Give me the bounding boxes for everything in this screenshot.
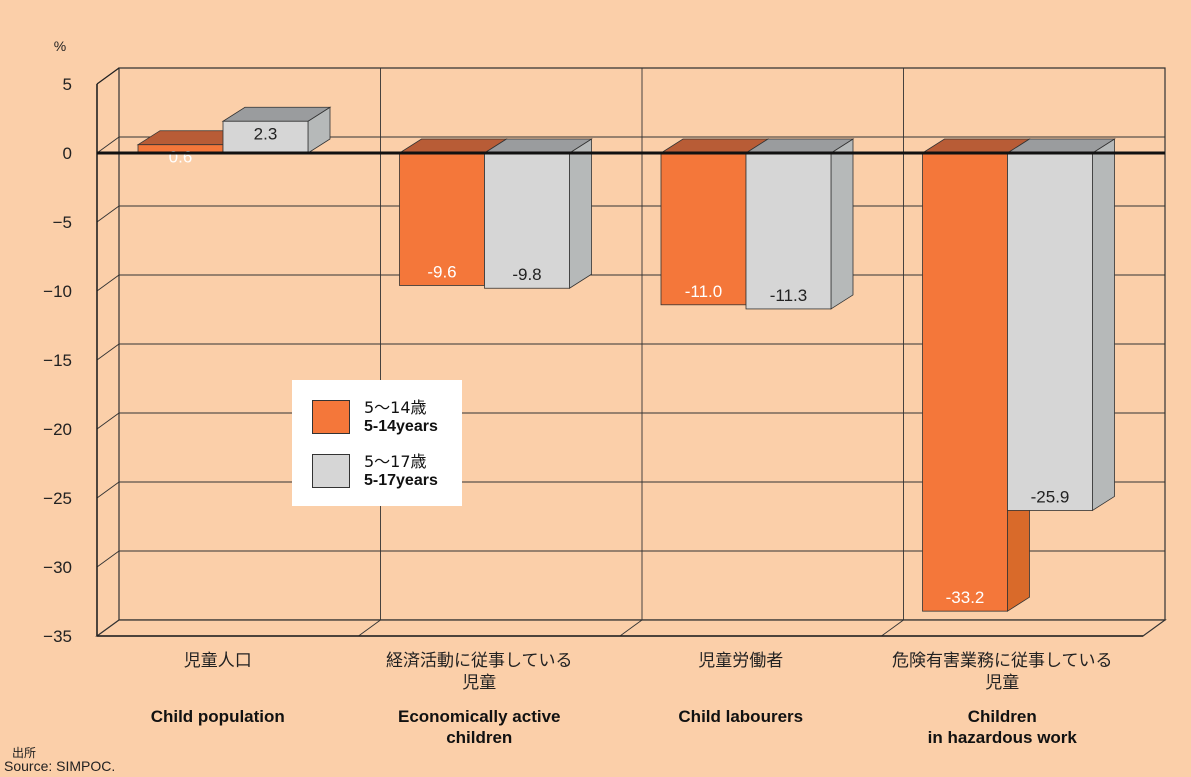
bar-value-label: -9.8 — [512, 265, 541, 284]
gridline-side — [96, 343, 120, 361]
category-label-jp: 危険有害業務に従事している 児童 — [892, 651, 1113, 693]
y-tick-label: 0 — [63, 144, 72, 163]
bar-value-label: -11.0 — [685, 282, 723, 301]
category-separator-floor — [358, 619, 381, 637]
y-tick-label: −35 — [43, 627, 72, 646]
y-axis-unit: % — [54, 38, 66, 54]
bar-side — [569, 138, 592, 289]
y-axis-top-edge — [96, 67, 120, 85]
bar-value-label: 0.6 — [169, 148, 193, 167]
legend-item-5-14: 5～14歳 5-14years — [312, 398, 438, 436]
category-label-jp: 児童人口 — [183, 651, 252, 671]
bar-value-label: -11.3 — [770, 286, 808, 305]
bar-value-label: -25.9 — [1031, 487, 1070, 506]
bar-value-label: -33.2 — [946, 588, 985, 607]
legend: 5～14歳 5-14years 5～17歳 5-17years — [292, 380, 462, 506]
category-label-jp: 児童労働者 — [698, 651, 784, 671]
gridline-side — [96, 274, 120, 292]
gridline-side — [96, 550, 120, 568]
bar — [922, 152, 1008, 612]
y-tick-label: −20 — [43, 420, 72, 439]
y-tick-label: −10 — [43, 282, 72, 301]
category-label-en: Child population — [150, 707, 285, 726]
category-separator-floor — [881, 619, 904, 637]
category-label-en: Economically active children — [397, 707, 561, 747]
bar-side — [830, 138, 854, 310]
y-tick-label: −5 — [53, 213, 72, 232]
y-tick-label: −25 — [43, 489, 72, 508]
legend-item-5-17: 5～17歳 5-17years — [312, 452, 438, 490]
legend-label-en: 5-14years — [364, 418, 438, 435]
source-label-jp: 出所 — [12, 746, 37, 760]
gridline-side — [96, 619, 120, 637]
bar-side — [1092, 138, 1115, 512]
legend-swatch-gray — [312, 454, 350, 488]
gridline-side — [96, 412, 120, 430]
legend-label-en: 5-17years — [364, 472, 438, 489]
category-label-jp: 経済活動に従事している 児童 — [386, 651, 573, 693]
legend-label-jp: 5～17歳 — [364, 452, 427, 471]
bar — [1007, 152, 1093, 511]
category-label-en: Children in hazardous work — [927, 707, 1077, 747]
bar — [745, 152, 832, 310]
bar-value-label: -9.6 — [427, 262, 456, 281]
y-tick-label: 5 — [63, 75, 72, 94]
legend-swatch-orange — [312, 400, 350, 434]
gridline-side — [96, 481, 120, 499]
y-tick-label: −15 — [43, 351, 72, 370]
bar — [399, 152, 485, 286]
gridline-side — [96, 136, 120, 154]
gridline-side — [96, 205, 120, 223]
category-separator-floor — [619, 619, 643, 637]
source-label: Source: SIMPOC. — [4, 758, 116, 774]
bar — [660, 152, 747, 306]
bar — [484, 152, 570, 289]
bar — [222, 120, 309, 154]
category-label-en: Child labourers — [678, 707, 804, 726]
y-tick-label: −30 — [43, 558, 72, 577]
legend-label-jp: 5～14歳 — [364, 398, 427, 417]
bar-value-label: 2.3 — [254, 124, 278, 143]
